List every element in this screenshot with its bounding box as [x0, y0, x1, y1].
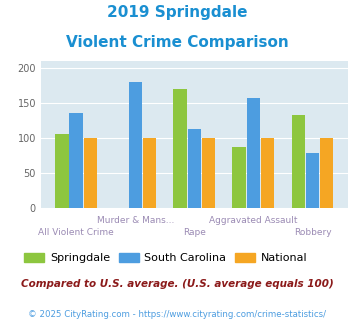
Bar: [233, 147, 246, 208]
Text: Aggravated Assault: Aggravated Assault: [209, 216, 297, 225]
Bar: [173, 89, 187, 208]
Text: © 2025 CityRating.com - https://www.cityrating.com/crime-statistics/: © 2025 CityRating.com - https://www.city…: [28, 310, 327, 319]
Bar: [55, 134, 69, 208]
Bar: [306, 153, 319, 208]
Bar: [202, 138, 215, 208]
Text: Robbery: Robbery: [294, 228, 331, 238]
Text: Rape: Rape: [183, 228, 206, 238]
Text: All Violent Crime: All Violent Crime: [38, 228, 114, 238]
Legend: Springdale, South Carolina, National: Springdale, South Carolina, National: [20, 248, 312, 268]
Bar: [247, 98, 260, 208]
Bar: [70, 114, 83, 208]
Text: Compared to U.S. average. (U.S. average equals 100): Compared to U.S. average. (U.S. average …: [21, 279, 334, 289]
Bar: [320, 138, 333, 208]
Bar: [187, 129, 201, 208]
Text: Murder & Mans...: Murder & Mans...: [97, 216, 174, 225]
Bar: [143, 138, 156, 208]
Text: 2019 Springdale: 2019 Springdale: [107, 5, 248, 20]
Bar: [84, 138, 97, 208]
Text: Violent Crime Comparison: Violent Crime Comparison: [66, 35, 289, 50]
Bar: [261, 138, 274, 208]
Bar: [129, 82, 142, 208]
Bar: [291, 115, 305, 208]
